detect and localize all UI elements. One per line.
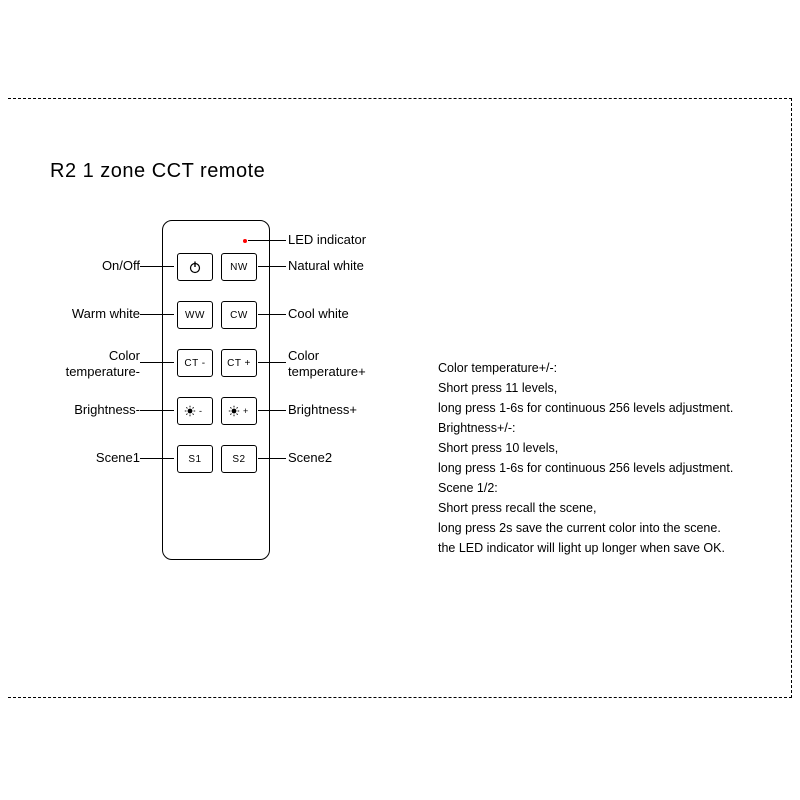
- leader-line: [258, 266, 286, 267]
- leader-line: [140, 410, 174, 411]
- diagram-title: R2 1 zone CCT remote: [50, 160, 265, 183]
- leader-line: [248, 240, 286, 241]
- leader-line: [140, 362, 174, 363]
- callout-label: Scene1: [96, 450, 140, 466]
- desc-line: long press 2s save the current color int…: [438, 518, 778, 538]
- button-ct-plus[interactable]: CT +: [221, 349, 257, 377]
- leader-line: [140, 458, 174, 459]
- desc-line: long press 1-6s for continuous 256 level…: [438, 458, 778, 478]
- callout-label: Brightness+: [288, 402, 357, 418]
- button-bri-plus[interactable]: +: [221, 397, 257, 425]
- callout-label: Natural white: [288, 258, 364, 274]
- desc-line: Short press 11 levels,: [438, 378, 778, 398]
- callout-label: Cool white: [288, 306, 349, 322]
- callout-label: LED indicator: [288, 232, 366, 248]
- remote-outline: NW WW CW CT - CT + - + S1 S2: [162, 220, 270, 560]
- leader-line: [258, 362, 286, 363]
- desc-line: Short press recall the scene,: [438, 498, 778, 518]
- callout-label: On/Off: [102, 258, 140, 274]
- button-ww[interactable]: WW: [177, 301, 213, 329]
- leader-line: [258, 458, 286, 459]
- callout-label: Scene2: [288, 450, 332, 466]
- desc-line: Short press 10 levels,: [438, 438, 778, 458]
- svg-text:+: +: [243, 406, 249, 416]
- callout-label: Warm white: [72, 306, 140, 322]
- leader-line: [258, 314, 286, 315]
- button-bri-minus[interactable]: -: [177, 397, 213, 425]
- svg-text:-: -: [199, 406, 203, 416]
- button-power[interactable]: [177, 253, 213, 281]
- callout-label: Colortemperature-: [66, 348, 140, 379]
- leader-line: [140, 266, 174, 267]
- description-block: Color temperature+/-:Short press 11 leve…: [438, 358, 778, 558]
- button-s1[interactable]: S1: [177, 445, 213, 473]
- callout-label: Brightness-: [74, 402, 140, 418]
- desc-heading: Scene 1/2:: [438, 478, 778, 498]
- desc-heading: Color temperature+/-:: [438, 358, 778, 378]
- button-cw[interactable]: CW: [221, 301, 257, 329]
- leader-line: [140, 314, 174, 315]
- led-indicator-icon: [243, 239, 247, 243]
- button-nw[interactable]: NW: [221, 253, 257, 281]
- desc-line: the LED indicator will light up longer w…: [438, 538, 778, 558]
- button-s2[interactable]: S2: [221, 445, 257, 473]
- desc-heading: Brightness+/-:: [438, 418, 778, 438]
- button-ct-minus[interactable]: CT -: [177, 349, 213, 377]
- callout-label: Colortemperature+: [288, 348, 366, 379]
- desc-line: long press 1-6s for continuous 256 level…: [438, 398, 778, 418]
- leader-line: [258, 410, 286, 411]
